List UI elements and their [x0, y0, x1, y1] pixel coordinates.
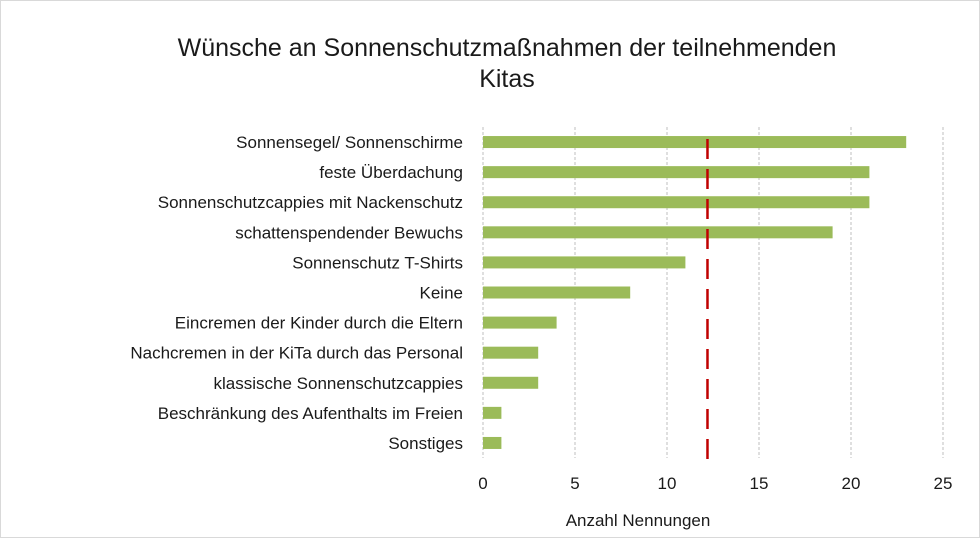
category-label: Beschränkung des Aufenthalts im Freien [158, 404, 463, 423]
bar [483, 166, 870, 179]
category-label: feste Überdachung [319, 163, 463, 182]
category-label: Sonnenschutzcappies mit Nackenschutz [158, 193, 463, 212]
category-label: Sonnenschutz T-Shirts [292, 253, 463, 272]
category-labels: Sonnensegel/ Sonnenschirme feste Überdach… [130, 133, 463, 453]
chart-title-line-2: Kitas [479, 65, 535, 93]
bars [483, 136, 907, 449]
bar [483, 406, 502, 419]
chart-title-line-1: Wünsche an Sonnenschutzmaßnahmen der tei… [178, 34, 837, 62]
category-label: Eincremen der Kinder durch die Eltern [175, 314, 463, 333]
category-label: Sonnensegel/ Sonnenschirme [236, 133, 463, 152]
category-label: klassische Sonnenschutzcappies [214, 374, 463, 393]
gridlines [482, 127, 944, 458]
category-label: Nachcremen in der KiTa durch das Persona… [130, 344, 463, 363]
category-label: Keine [420, 284, 463, 303]
x-axis-ticks: 0 5 10 15 20 25 [478, 474, 952, 493]
bar [483, 256, 686, 269]
x-tick-label: 10 [658, 474, 677, 493]
bar [483, 436, 502, 449]
x-tick-label: 15 [750, 474, 769, 493]
bar [483, 286, 631, 299]
bar [483, 346, 539, 359]
category-label: Sonstiges [388, 434, 463, 453]
x-axis-title: Anzahl Nennungen [566, 511, 711, 530]
x-tick-label: 5 [570, 474, 579, 493]
bar [483, 196, 870, 209]
x-tick-label: 25 [934, 474, 953, 493]
bar [483, 316, 557, 329]
bar [483, 136, 907, 149]
bar [483, 226, 833, 239]
bar [483, 376, 539, 389]
category-label: schattenspendender Bewuchs [235, 223, 463, 242]
x-tick-label: 0 [478, 474, 487, 493]
x-tick-label: 20 [842, 474, 861, 493]
